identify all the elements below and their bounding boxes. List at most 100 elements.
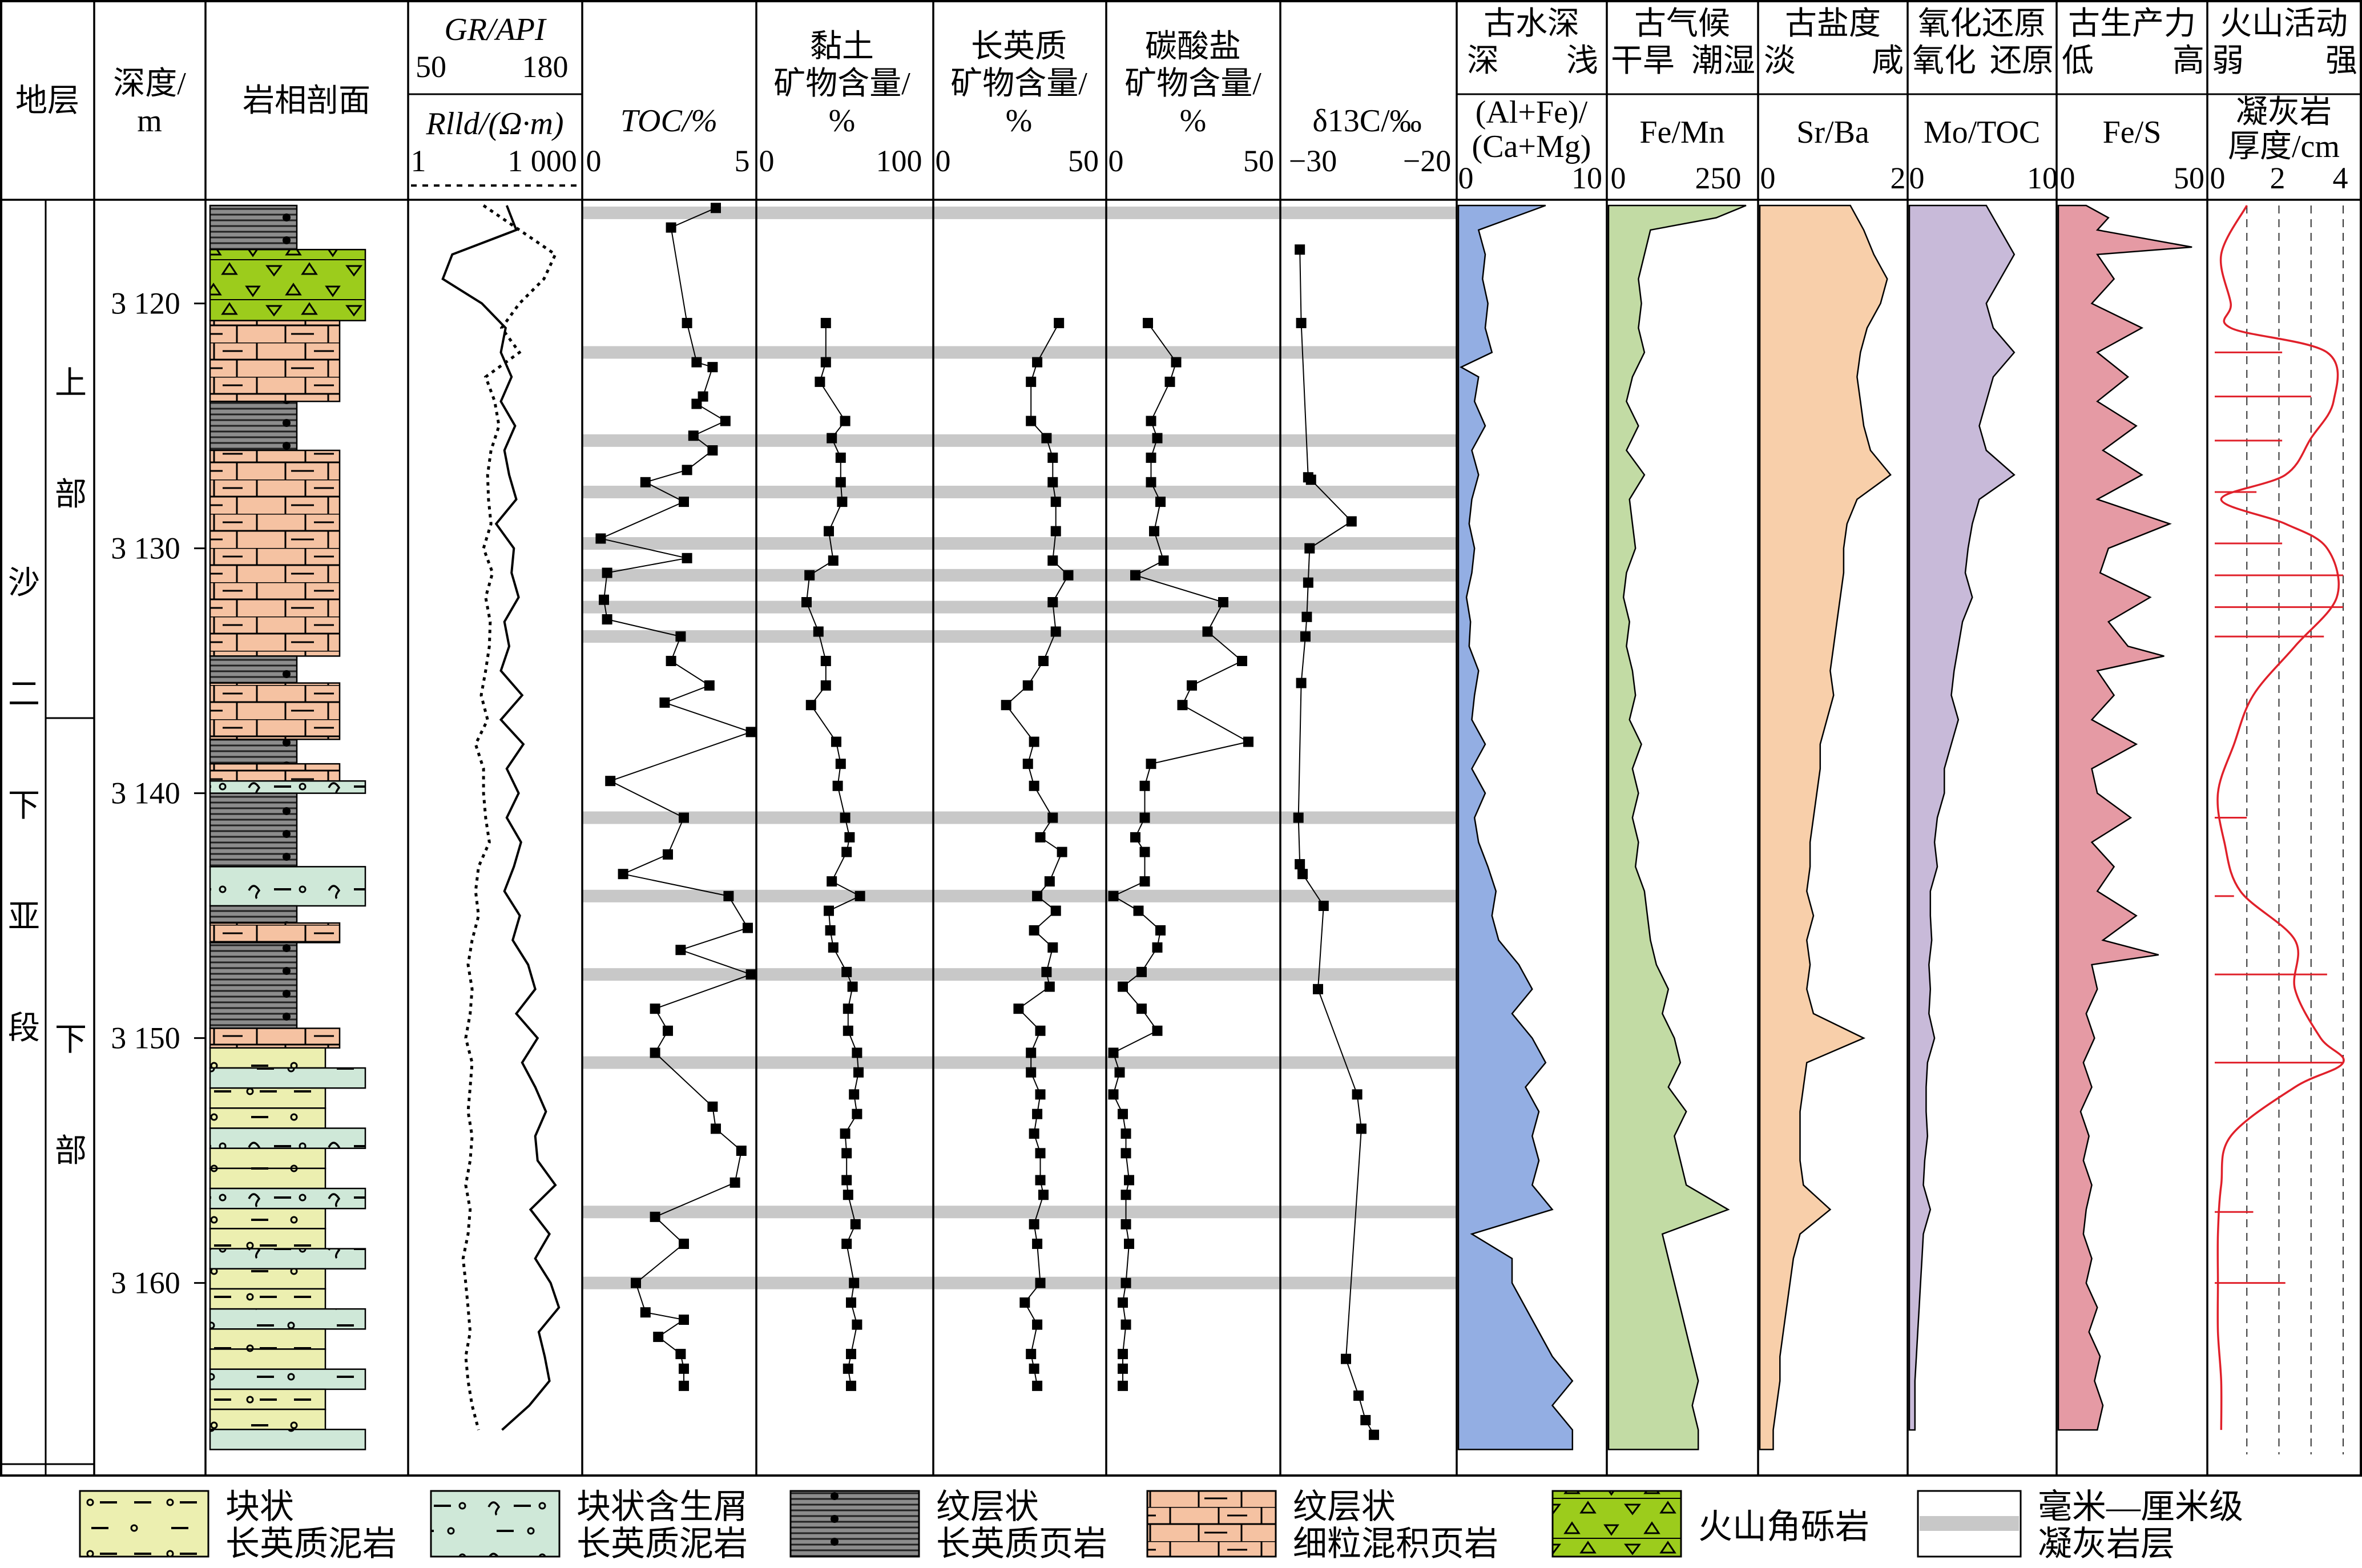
tuff-layer-band: [582, 569, 1457, 582]
lithology-laminated: [209, 792, 298, 868]
legend-tuff-label: 凝灰岩层: [2038, 1525, 2175, 1563]
felsic-point: [1013, 1003, 1024, 1014]
clay-point: [847, 981, 858, 992]
clay-point: [827, 433, 837, 444]
tuff-layer-band: [582, 485, 1457, 498]
legend-mixed-swatch: [1146, 1490, 1277, 1558]
tuff-layer-band: [582, 630, 1457, 643]
carbonate-point: [1118, 981, 1128, 992]
felsic-point: [1029, 925, 1039, 936]
paleo-depth-deep: 深: [1467, 43, 1499, 79]
d13c-point: [1313, 983, 1323, 994]
productivity-max: 50: [2174, 161, 2204, 195]
felsic-point: [1019, 1297, 1030, 1308]
clay-point: [841, 847, 852, 857]
lithology-bioclastic-bed: [209, 1187, 366, 1210]
toc-point: [631, 1277, 641, 1288]
productivity-area: [2057, 204, 2192, 1431]
lithology-bioclastic-bed: [209, 1368, 366, 1390]
clay-point: [843, 1003, 853, 1014]
lower-member-char: 下: [55, 1022, 87, 1058]
paleo-climate-arid: 干旱: [1611, 43, 1675, 79]
lithology-bioclastic-bed: [209, 1248, 366, 1270]
carbonate-point: [1164, 376, 1175, 387]
toc-point: [691, 357, 702, 368]
tuff-layer-band: [582, 1276, 1457, 1289]
tuff-layer-band: [582, 206, 1457, 219]
toc-point: [666, 222, 676, 233]
d13c-point: [1296, 678, 1307, 688]
lithology-breccia: [209, 248, 366, 321]
formation-char: 亚: [8, 900, 40, 935]
header-paleo-depth: 古水深: [1484, 6, 1579, 42]
carbonate-point: [1108, 1089, 1119, 1100]
clay-point: [813, 626, 824, 637]
legend-bioclastic-label: 块状含生屑: [577, 1488, 748, 1526]
carbonate-point: [1171, 357, 1182, 368]
toc-point: [720, 416, 731, 426]
legend-tuff-band: [1920, 1516, 2019, 1531]
carbonate-point: [1187, 680, 1197, 691]
header-volcanic: 火山活动: [2220, 6, 2348, 42]
carbonate-point: [1139, 876, 1150, 887]
tuff-layer-band: [582, 968, 1457, 981]
lithology-massive-bed: [209, 1147, 327, 1170]
toc-point: [723, 890, 734, 901]
tuff-layer-band: [582, 600, 1457, 614]
header-paleo-climate: 古气候: [1634, 6, 1730, 42]
tuff-layer-band: [582, 537, 1457, 550]
panel-frames: [0, 0, 2362, 1477]
felsic-point: [1054, 317, 1065, 328]
felsic-point: [1032, 1319, 1043, 1330]
carbonate-point: [1146, 759, 1156, 769]
tuff-layer-band: [582, 346, 1457, 359]
carbonate-point: [1118, 1380, 1128, 1391]
carbonate-point: [1146, 477, 1156, 487]
toc-point: [663, 1025, 673, 1036]
clay-point: [827, 876, 837, 887]
felsic-point: [1035, 1148, 1046, 1159]
rlld-min: 1: [411, 144, 426, 178]
carbonate-point: [1118, 1109, 1128, 1119]
felsic-point: [1038, 1190, 1049, 1200]
clay-point: [852, 1109, 862, 1119]
volcanic-mid: 2: [2270, 161, 2286, 195]
felsic-point: [1032, 1380, 1043, 1391]
clay-point: [820, 357, 831, 368]
legend-bioclastic-label: 长英质泥岩: [577, 1525, 748, 1563]
toc-point: [736, 1146, 747, 1156]
lithology-laminated: [209, 739, 298, 765]
felsic-point: [1032, 1109, 1043, 1119]
paleo-depth-min: 0: [1458, 161, 1474, 195]
clay-point: [831, 736, 841, 747]
carbonate-point: [1139, 812, 1150, 823]
d13c-point: [1346, 516, 1357, 527]
carbonate-point: [1136, 966, 1147, 977]
lithology-massive-bed: [209, 1328, 327, 1350]
clay-point: [841, 966, 852, 977]
carbonate-point: [1218, 597, 1228, 608]
toc-point: [711, 1123, 721, 1134]
d13c-point: [1369, 1429, 1379, 1440]
gr-max: 180: [522, 50, 569, 84]
header-clay: %: [829, 103, 856, 139]
depth-tick-label: 3 140: [111, 776, 180, 811]
felsic-point: [1050, 905, 1061, 916]
felsic-point: [1026, 1067, 1037, 1078]
carbonate-point: [1118, 1297, 1128, 1308]
header-depth-unit: m: [137, 103, 162, 139]
header-redox: 氧化还原: [1918, 6, 2046, 42]
clay-point: [835, 759, 846, 769]
toc-point: [682, 553, 692, 563]
header-toc: TOC/%: [620, 103, 718, 139]
carbonate-point: [1136, 1003, 1147, 1014]
felsic-point: [1029, 736, 1039, 747]
redox-area: [1908, 204, 2016, 1431]
toc-point: [675, 631, 686, 642]
d13c-point: [1318, 900, 1329, 911]
carbonate-point: [1118, 1349, 1128, 1360]
legend-massive-label: 长英质泥岩: [225, 1525, 397, 1563]
clay-point: [840, 812, 851, 823]
paleo-salinity-max: 2: [1891, 161, 1906, 195]
redox-max: 10: [2027, 161, 2058, 195]
